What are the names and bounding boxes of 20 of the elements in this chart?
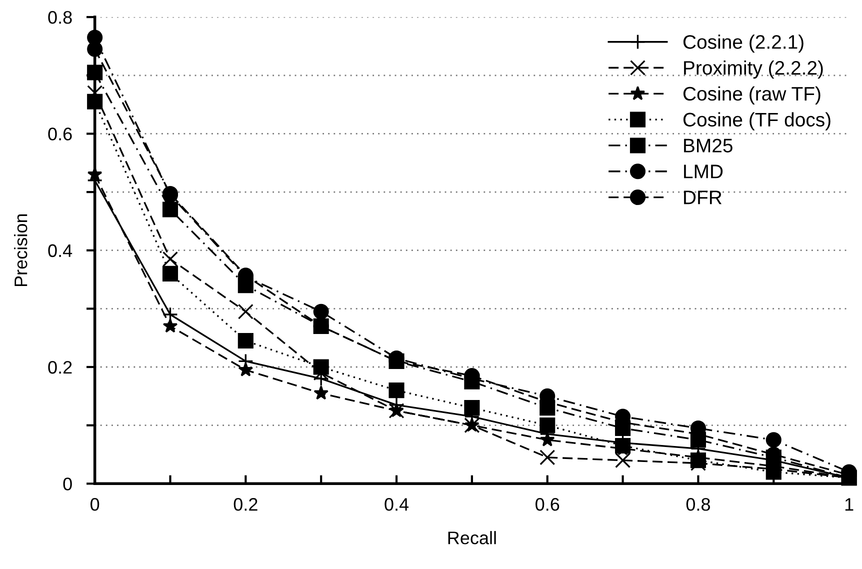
y-tick-label: 0 [63, 478, 72, 490]
x-tick-label: 0 [90, 498, 100, 511]
y-axis-title: Precision [14, 214, 28, 286]
y-tick-label: 0.2 [48, 360, 72, 374]
legend-label: DFR [684, 190, 722, 204]
x-tick-label: 0.8 [686, 498, 710, 511]
x-axis-title: Recall [448, 531, 496, 544]
x-tick-label: 1 [845, 498, 854, 511]
legend-label: Proximity (2.2.2) [684, 60, 823, 79]
y-tick-label: 0.6 [48, 128, 72, 140]
legend-label: Cosine (2.2.1) [683, 34, 804, 53]
y-tick-label: 0.8 [48, 11, 72, 24]
x-tick-label: 0.4 [384, 498, 409, 511]
legend-label: BM25 [684, 138, 732, 152]
legend-label: Cosine (TF docs) [683, 112, 830, 130]
legend-label: LMD [684, 164, 723, 178]
x-tick-label: 0.2 [234, 498, 258, 511]
x-tick-label: 0.6 [536, 498, 560, 511]
y-tick-label: 0.4 [48, 244, 72, 258]
legend-label: Cosine (raw TF) [683, 86, 820, 104]
